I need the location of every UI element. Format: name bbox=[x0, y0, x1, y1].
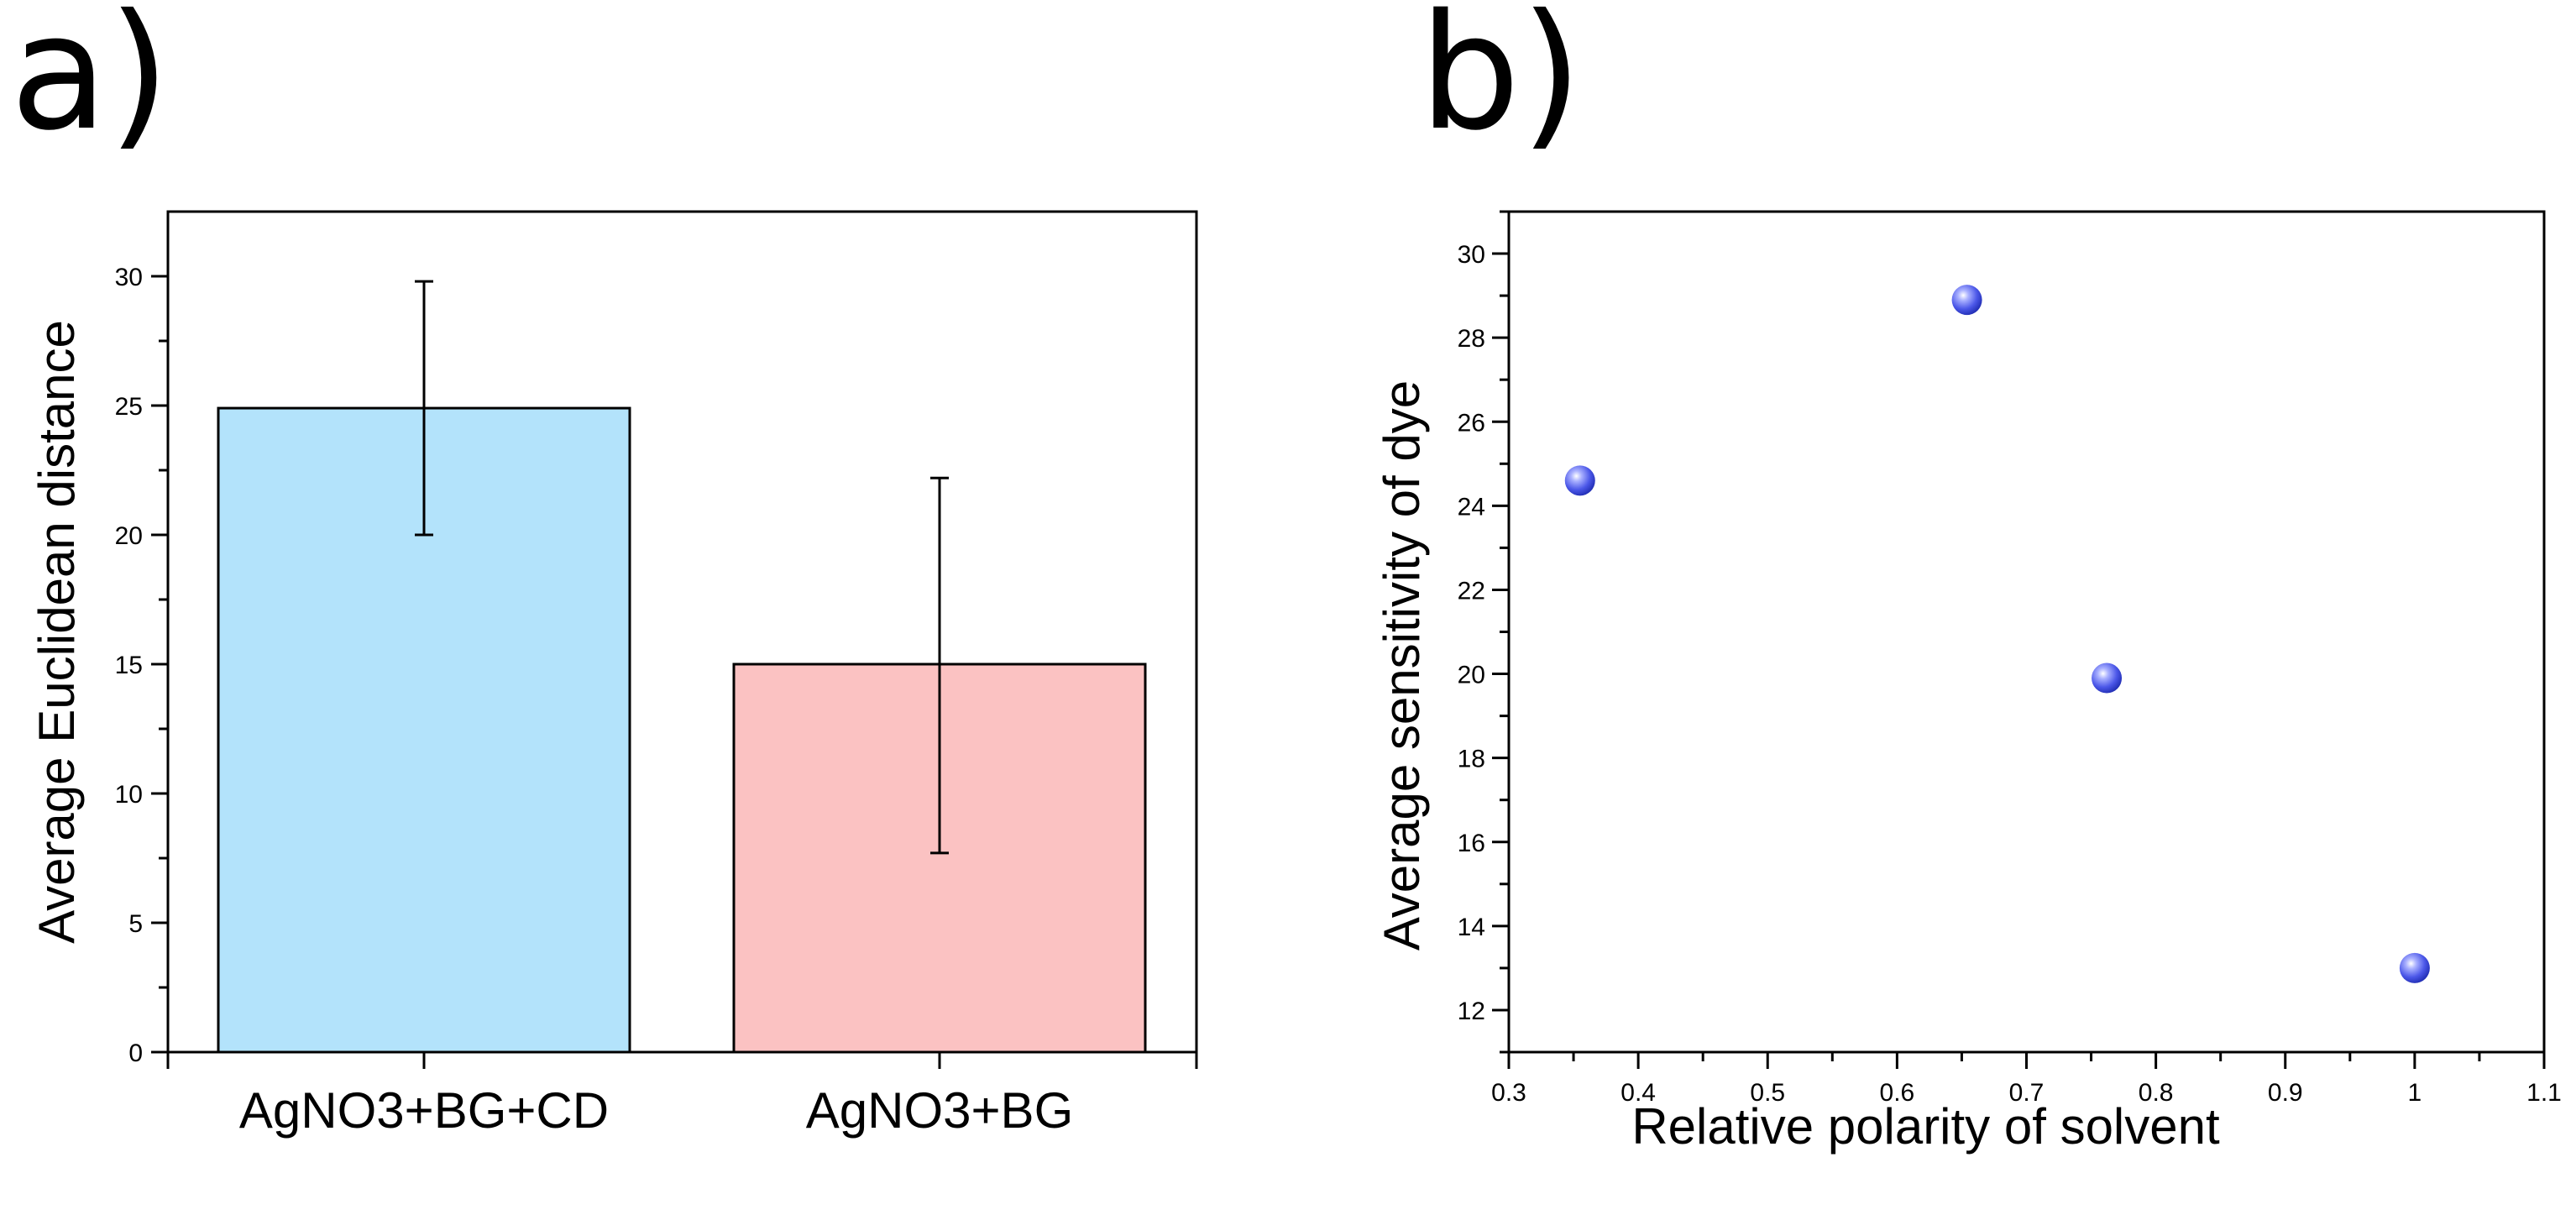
y-axis-title-a: Average Euclidean distance bbox=[29, 320, 85, 944]
x-tick-label-2: 0.5 bbox=[1750, 1079, 1785, 1107]
x-tick-label-3: 0.6 bbox=[1880, 1079, 1915, 1107]
x-tick-label-7: 1 bbox=[2408, 1079, 2422, 1107]
data-point-2 bbox=[1951, 285, 1982, 316]
scatter-chart-b: 0.3 0.4 0.5 0.6 0.7 0.8 0.9 1 1.1 12 14 16 18 20 22 24 2… bbox=[1374, 210, 2562, 1155]
data-point-4 bbox=[2399, 952, 2430, 983]
y-tick-label-5: 25 bbox=[115, 393, 143, 421]
x-tick-label-4: 0.7 bbox=[2009, 1079, 2045, 1107]
x-tick-label-8: 1.1 bbox=[2526, 1079, 2562, 1107]
y-tick-label-0: 0 bbox=[128, 1040, 143, 1067]
y-tick-label-6: 24 bbox=[1458, 493, 1485, 521]
x-category-label-1: AgNO3+BG+CD bbox=[239, 1082, 609, 1139]
y-tick-label-6: 30 bbox=[115, 264, 143, 291]
y-tick-label-1: 14 bbox=[1458, 914, 1485, 941]
x-tick-label-5: 0.8 bbox=[2139, 1079, 2174, 1107]
x-category-label-2: AgNO3+BG bbox=[806, 1082, 1074, 1139]
y-tick-label-4: 20 bbox=[115, 522, 143, 550]
data-point-1 bbox=[1564, 465, 1595, 496]
y-tick-label-7: 26 bbox=[1458, 409, 1485, 437]
y-tick-label-5: 22 bbox=[1458, 577, 1485, 605]
panel-label-a: a) bbox=[10, 0, 170, 165]
plot-frame-a bbox=[166, 210, 1198, 1054]
y-tick-label-3: 15 bbox=[115, 652, 143, 679]
y-tick-label-0: 12 bbox=[1458, 998, 1485, 1025]
x-tick-label-1: 0.4 bbox=[1620, 1079, 1656, 1107]
y-tick-label-4: 20 bbox=[1458, 662, 1485, 689]
x-tick-label-6: 0.9 bbox=[2268, 1079, 2303, 1107]
y-tick-label-2: 16 bbox=[1458, 830, 1485, 857]
x-tick-label-0: 0.3 bbox=[1491, 1079, 1526, 1107]
panel-label-b: b) bbox=[1419, 0, 1583, 165]
x-axis-title-b: Relative polarity of solvent bbox=[1631, 1098, 2220, 1155]
y-tick-label-1: 5 bbox=[128, 910, 143, 938]
y-tick-label-3: 18 bbox=[1458, 746, 1485, 773]
y-tick-label-2: 10 bbox=[115, 781, 143, 809]
y-axis-title-b: Average sensitivity of dye bbox=[1374, 380, 1430, 951]
y-tick-label-8: 28 bbox=[1458, 325, 1485, 353]
y-tick-label-9: 30 bbox=[1458, 241, 1485, 269]
data-point-3 bbox=[2092, 662, 2123, 694]
bar-chart-a: AgNO3+BG+CD AgNO3+BG 0 5 10 15 20 25 30 Average E… bbox=[29, 210, 1198, 1139]
plot-frame-b bbox=[1507, 210, 2546, 1054]
